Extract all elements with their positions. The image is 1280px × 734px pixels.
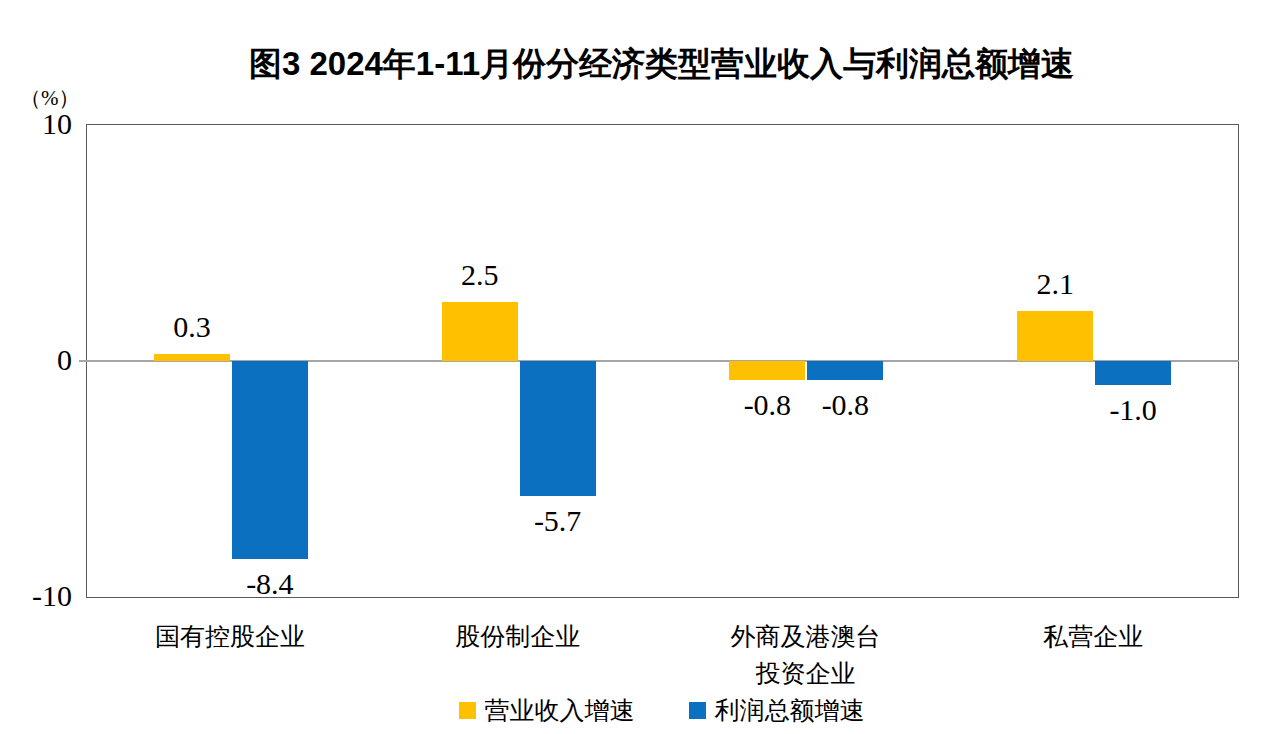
value-label: -8.4: [200, 567, 340, 601]
bar-profit-3: [1095, 361, 1171, 385]
bar-revenue-0: [154, 354, 230, 361]
plot-area: 0.3-8.42.5-5.7-0.8-0.82.1-1.0: [86, 124, 1239, 598]
y-tick-label: -10: [0, 579, 72, 613]
value-label: -1.0: [1063, 393, 1203, 427]
legend-label: 营业收入增速: [485, 694, 635, 727]
x-category-label: 国有控股企业: [80, 618, 380, 655]
bar-profit-1: [520, 361, 596, 496]
value-label: -0.8: [775, 388, 915, 422]
bar-revenue-3: [1017, 311, 1093, 361]
legend-label: 利润总额增速: [715, 694, 865, 727]
figure-canvas: 图3 2024年1-11月份分经济类型营业收入与利润总额增速 （%） 0.3-8…: [0, 0, 1280, 734]
bar-profit-2: [807, 361, 883, 380]
x-category-label: 外商及港澳台 投资企业: [655, 618, 955, 692]
x-category-label: 股份制企业: [368, 618, 668, 655]
y-tick-label: 10: [0, 107, 72, 141]
legend-item-revenue: 营业收入增速: [459, 694, 635, 727]
bar-profit-0: [232, 361, 308, 559]
legend-item-profit: 利润总额增速: [689, 694, 865, 727]
legend-swatch-revenue: [459, 702, 476, 719]
chart-legend: 营业收入增速 利润总额增速: [86, 694, 1237, 727]
y-tick-label: 0: [0, 343, 72, 377]
value-label: 2.1: [985, 267, 1125, 301]
value-label: 0.3: [122, 310, 262, 344]
bar-revenue-2: [729, 361, 805, 380]
legend-swatch-profit: [689, 702, 706, 719]
value-label: 2.5: [410, 258, 550, 292]
x-category-label: 私营企业: [943, 618, 1243, 655]
bar-revenue-1: [442, 302, 518, 361]
chart-title: 图3 2024年1-11月份分经济类型营业收入与利润总额增速: [86, 42, 1237, 87]
value-label: -5.7: [488, 504, 628, 538]
